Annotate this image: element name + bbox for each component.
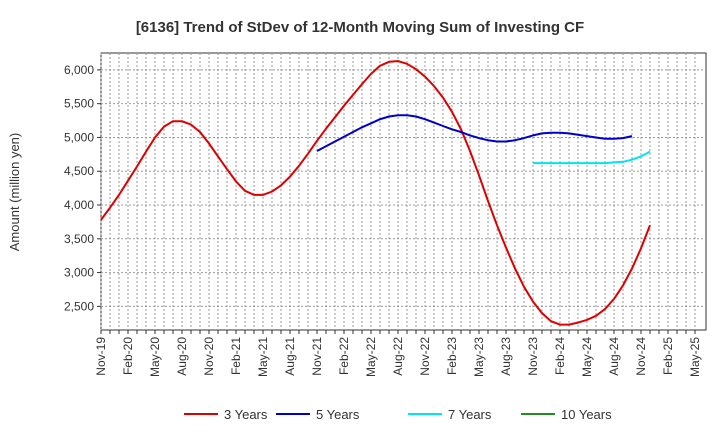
x-tick-label: Aug-24 (607, 337, 621, 376)
x-tick-label: Nov-19 (94, 337, 108, 376)
x-tick-label: May-22 (364, 337, 378, 377)
x-tick-label: May-20 (148, 337, 162, 377)
series-lines (100, 60, 651, 326)
gridlines (100, 53, 706, 330)
x-tick-label: Nov-23 (526, 337, 540, 376)
x-tick-label: Feb-25 (661, 337, 675, 375)
legend-label: 10 Years (561, 407, 612, 422)
x-tick-label: Aug-20 (175, 337, 189, 376)
y-axis-label: Amount (million yen) (7, 133, 22, 252)
y-tick-label: 6,000 (64, 63, 94, 77)
x-tick-label: Aug-22 (391, 337, 405, 376)
legend-label: 5 Years (316, 407, 360, 422)
x-tick-label: Feb-20 (121, 337, 135, 375)
legend: 3 Years 5 Years 7 Years 10 Years (184, 407, 612, 422)
x-tick-label: Feb-21 (229, 337, 243, 375)
series-line-7-years (533, 150, 651, 165)
x-tick-label: Nov-21 (310, 337, 324, 376)
x-tick-label: May-25 (688, 337, 702, 377)
chart-title: [6136] Trend of StDev of 12-Month Moving… (136, 19, 584, 36)
legend-label: 3 Years (224, 407, 268, 422)
legend-label: 7 Years (448, 407, 492, 422)
y-tick-label: 4,500 (64, 164, 94, 178)
x-tick-label: Nov-20 (202, 337, 216, 376)
series-line-3-years (100, 60, 651, 326)
x-tick-label: Feb-23 (445, 337, 459, 375)
x-tick-label: Feb-24 (553, 337, 567, 375)
x-tick-label: May-24 (580, 337, 594, 377)
x-tick-label: May-23 (472, 337, 486, 377)
x-tick-label: Nov-24 (634, 337, 648, 376)
y-tick-label: 5,000 (64, 130, 94, 144)
x-tick-label: May-21 (256, 337, 270, 377)
series-line-5-years (316, 114, 633, 152)
x-tick-label: Aug-23 (499, 337, 513, 376)
y-tick-label: 5,500 (64, 97, 94, 111)
y-tick-label: 3,000 (64, 266, 94, 280)
x-tick-label: Nov-22 (418, 337, 432, 376)
x-tick-label: Aug-21 (283, 337, 297, 376)
y-tick-label: 2,500 (64, 299, 94, 313)
y-axis-ticks: 2,500 3,000 3,500 4,000 4,500 5,000 5,500 6,000 (64, 63, 101, 313)
plot-area (100, 52, 707, 331)
x-axis-ticks: Nov-19 Feb-20 May-20 Aug-20 Nov-20 Feb-21 May-… (94, 330, 702, 377)
x-tick-label: Feb-22 (337, 337, 351, 375)
y-tick-label: 4,000 (64, 198, 94, 212)
y-tick-label: 3,500 (64, 232, 94, 246)
